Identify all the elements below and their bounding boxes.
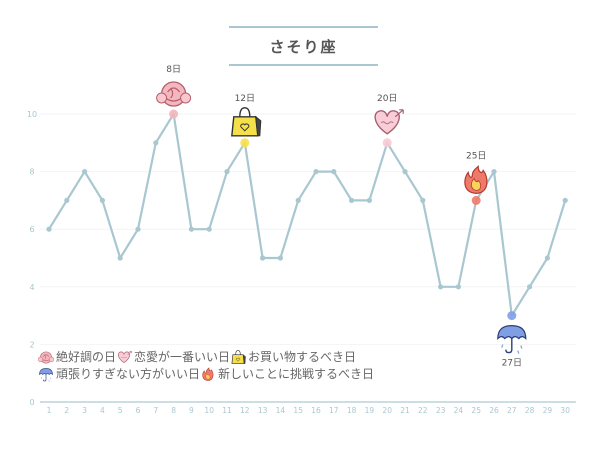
umbrella-icon bbox=[497, 325, 527, 354]
x-tick-label: 14 bbox=[276, 406, 286, 415]
data-point bbox=[402, 169, 408, 175]
flame-icon bbox=[464, 164, 488, 195]
x-tick-label: 30 bbox=[560, 406, 570, 415]
x-tick-label: 11 bbox=[222, 406, 232, 415]
data-point bbox=[135, 226, 141, 232]
data-point bbox=[491, 169, 497, 175]
x-tick-label: 26 bbox=[489, 406, 499, 415]
legend-text: 新しいことに挑戦するべき日 bbox=[218, 367, 375, 381]
x-tick-label: 19 bbox=[365, 406, 375, 415]
x-tick-label: 25 bbox=[471, 406, 481, 415]
legend-text: 恋愛が一番いい日 bbox=[134, 350, 231, 364]
x-tick-label: 27 bbox=[507, 406, 517, 415]
y-tick-label: 0 bbox=[29, 398, 34, 407]
rose-icon bbox=[38, 350, 54, 365]
data-point bbox=[260, 255, 266, 261]
chart-title: さそり座 bbox=[269, 37, 338, 56]
data-point bbox=[313, 169, 319, 175]
x-tick-label: 13 bbox=[258, 406, 268, 415]
data-point bbox=[366, 197, 372, 203]
x-tick-label: 15 bbox=[293, 406, 303, 415]
x-tick-label: 23 bbox=[436, 406, 446, 415]
data-point bbox=[188, 226, 194, 232]
data-point bbox=[64, 197, 70, 203]
x-tick-label: 29 bbox=[543, 406, 553, 415]
data-point bbox=[349, 197, 355, 203]
x-tick-label: 20 bbox=[382, 406, 392, 415]
umbrella-icon bbox=[38, 367, 54, 382]
x-tick-label: 10 bbox=[204, 406, 214, 415]
x-tick-label: 28 bbox=[525, 406, 535, 415]
chart-title-box: さそり座 bbox=[229, 26, 378, 66]
legend-text: 頑張りすぎない方がいい日 bbox=[56, 367, 201, 381]
data-point bbox=[544, 255, 551, 261]
heart-icon bbox=[374, 109, 404, 135]
data-point bbox=[562, 197, 568, 203]
annotation-label: 27日 bbox=[502, 358, 522, 369]
data-point bbox=[455, 284, 461, 290]
annotation-label: 8日 bbox=[166, 64, 181, 75]
legend-row: 頑張りすぎない方がいい日 新しいことに挑戦するべき日 bbox=[38, 366, 374, 383]
y-tick-label: 8 bbox=[29, 168, 34, 177]
x-tick-label: 2 bbox=[64, 406, 69, 415]
data-point bbox=[99, 197, 105, 203]
annotation-label: 20日 bbox=[377, 93, 397, 104]
legend-text: 絶好調の日 bbox=[56, 350, 117, 364]
data-point bbox=[82, 169, 88, 175]
data-point bbox=[46, 226, 52, 232]
data-point bbox=[206, 226, 212, 232]
x-tick-label: 24 bbox=[454, 406, 464, 415]
y-tick-label: 6 bbox=[29, 225, 34, 234]
legend: 絶好調の日 恋愛が一番いい日 お買い物するべき日頑張りすぎない方がいい日 新しいことに… bbox=[38, 349, 374, 383]
x-tick-label: 3 bbox=[82, 406, 87, 415]
x-tick-label: 18 bbox=[347, 406, 357, 415]
y-tick-label: 2 bbox=[29, 340, 34, 349]
x-tick-label: 1 bbox=[47, 406, 52, 415]
x-tick-label: 21 bbox=[400, 406, 410, 415]
legend-row: 絶好調の日 恋愛が一番いい日 お買い物するべき日 bbox=[38, 349, 374, 366]
highlight-point bbox=[169, 109, 179, 119]
rose-icon bbox=[156, 81, 192, 107]
x-tick-label: 4 bbox=[100, 406, 105, 415]
data-point bbox=[295, 197, 301, 203]
highlight-point bbox=[507, 311, 517, 321]
x-tick-label: 5 bbox=[118, 406, 123, 415]
data-point bbox=[277, 255, 283, 261]
flame-icon bbox=[200, 367, 216, 382]
x-tick-label: 8 bbox=[171, 406, 176, 415]
y-tick-label: 10 bbox=[27, 110, 37, 119]
shopping-bag-icon bbox=[230, 350, 246, 365]
x-tick-label: 9 bbox=[189, 406, 194, 415]
data-point bbox=[331, 169, 337, 175]
data-point bbox=[117, 255, 123, 261]
y-tick-label: 4 bbox=[29, 283, 34, 292]
data-point bbox=[420, 197, 426, 203]
x-tick-label: 22 bbox=[418, 406, 428, 415]
x-tick-label: 16 bbox=[311, 406, 321, 415]
annotation-label: 25日 bbox=[466, 150, 486, 161]
x-tick-label: 6 bbox=[136, 406, 141, 415]
x-tick-label: 12 bbox=[240, 406, 250, 415]
data-point bbox=[224, 169, 230, 175]
annotation-label: 12日 bbox=[235, 93, 255, 104]
x-tick-label: 17 bbox=[329, 406, 339, 415]
data-point bbox=[527, 284, 533, 290]
heart-icon bbox=[116, 350, 132, 365]
highlight-point bbox=[382, 138, 392, 148]
legend-text: お買い物するべき日 bbox=[248, 350, 357, 364]
series-line bbox=[48, 112, 567, 317]
data-point bbox=[438, 284, 444, 290]
highlight-point bbox=[471, 195, 481, 205]
data-point bbox=[153, 140, 159, 146]
shopping-bag-icon bbox=[231, 107, 262, 137]
highlight-point bbox=[240, 138, 250, 148]
x-tick-label: 7 bbox=[153, 406, 158, 415]
